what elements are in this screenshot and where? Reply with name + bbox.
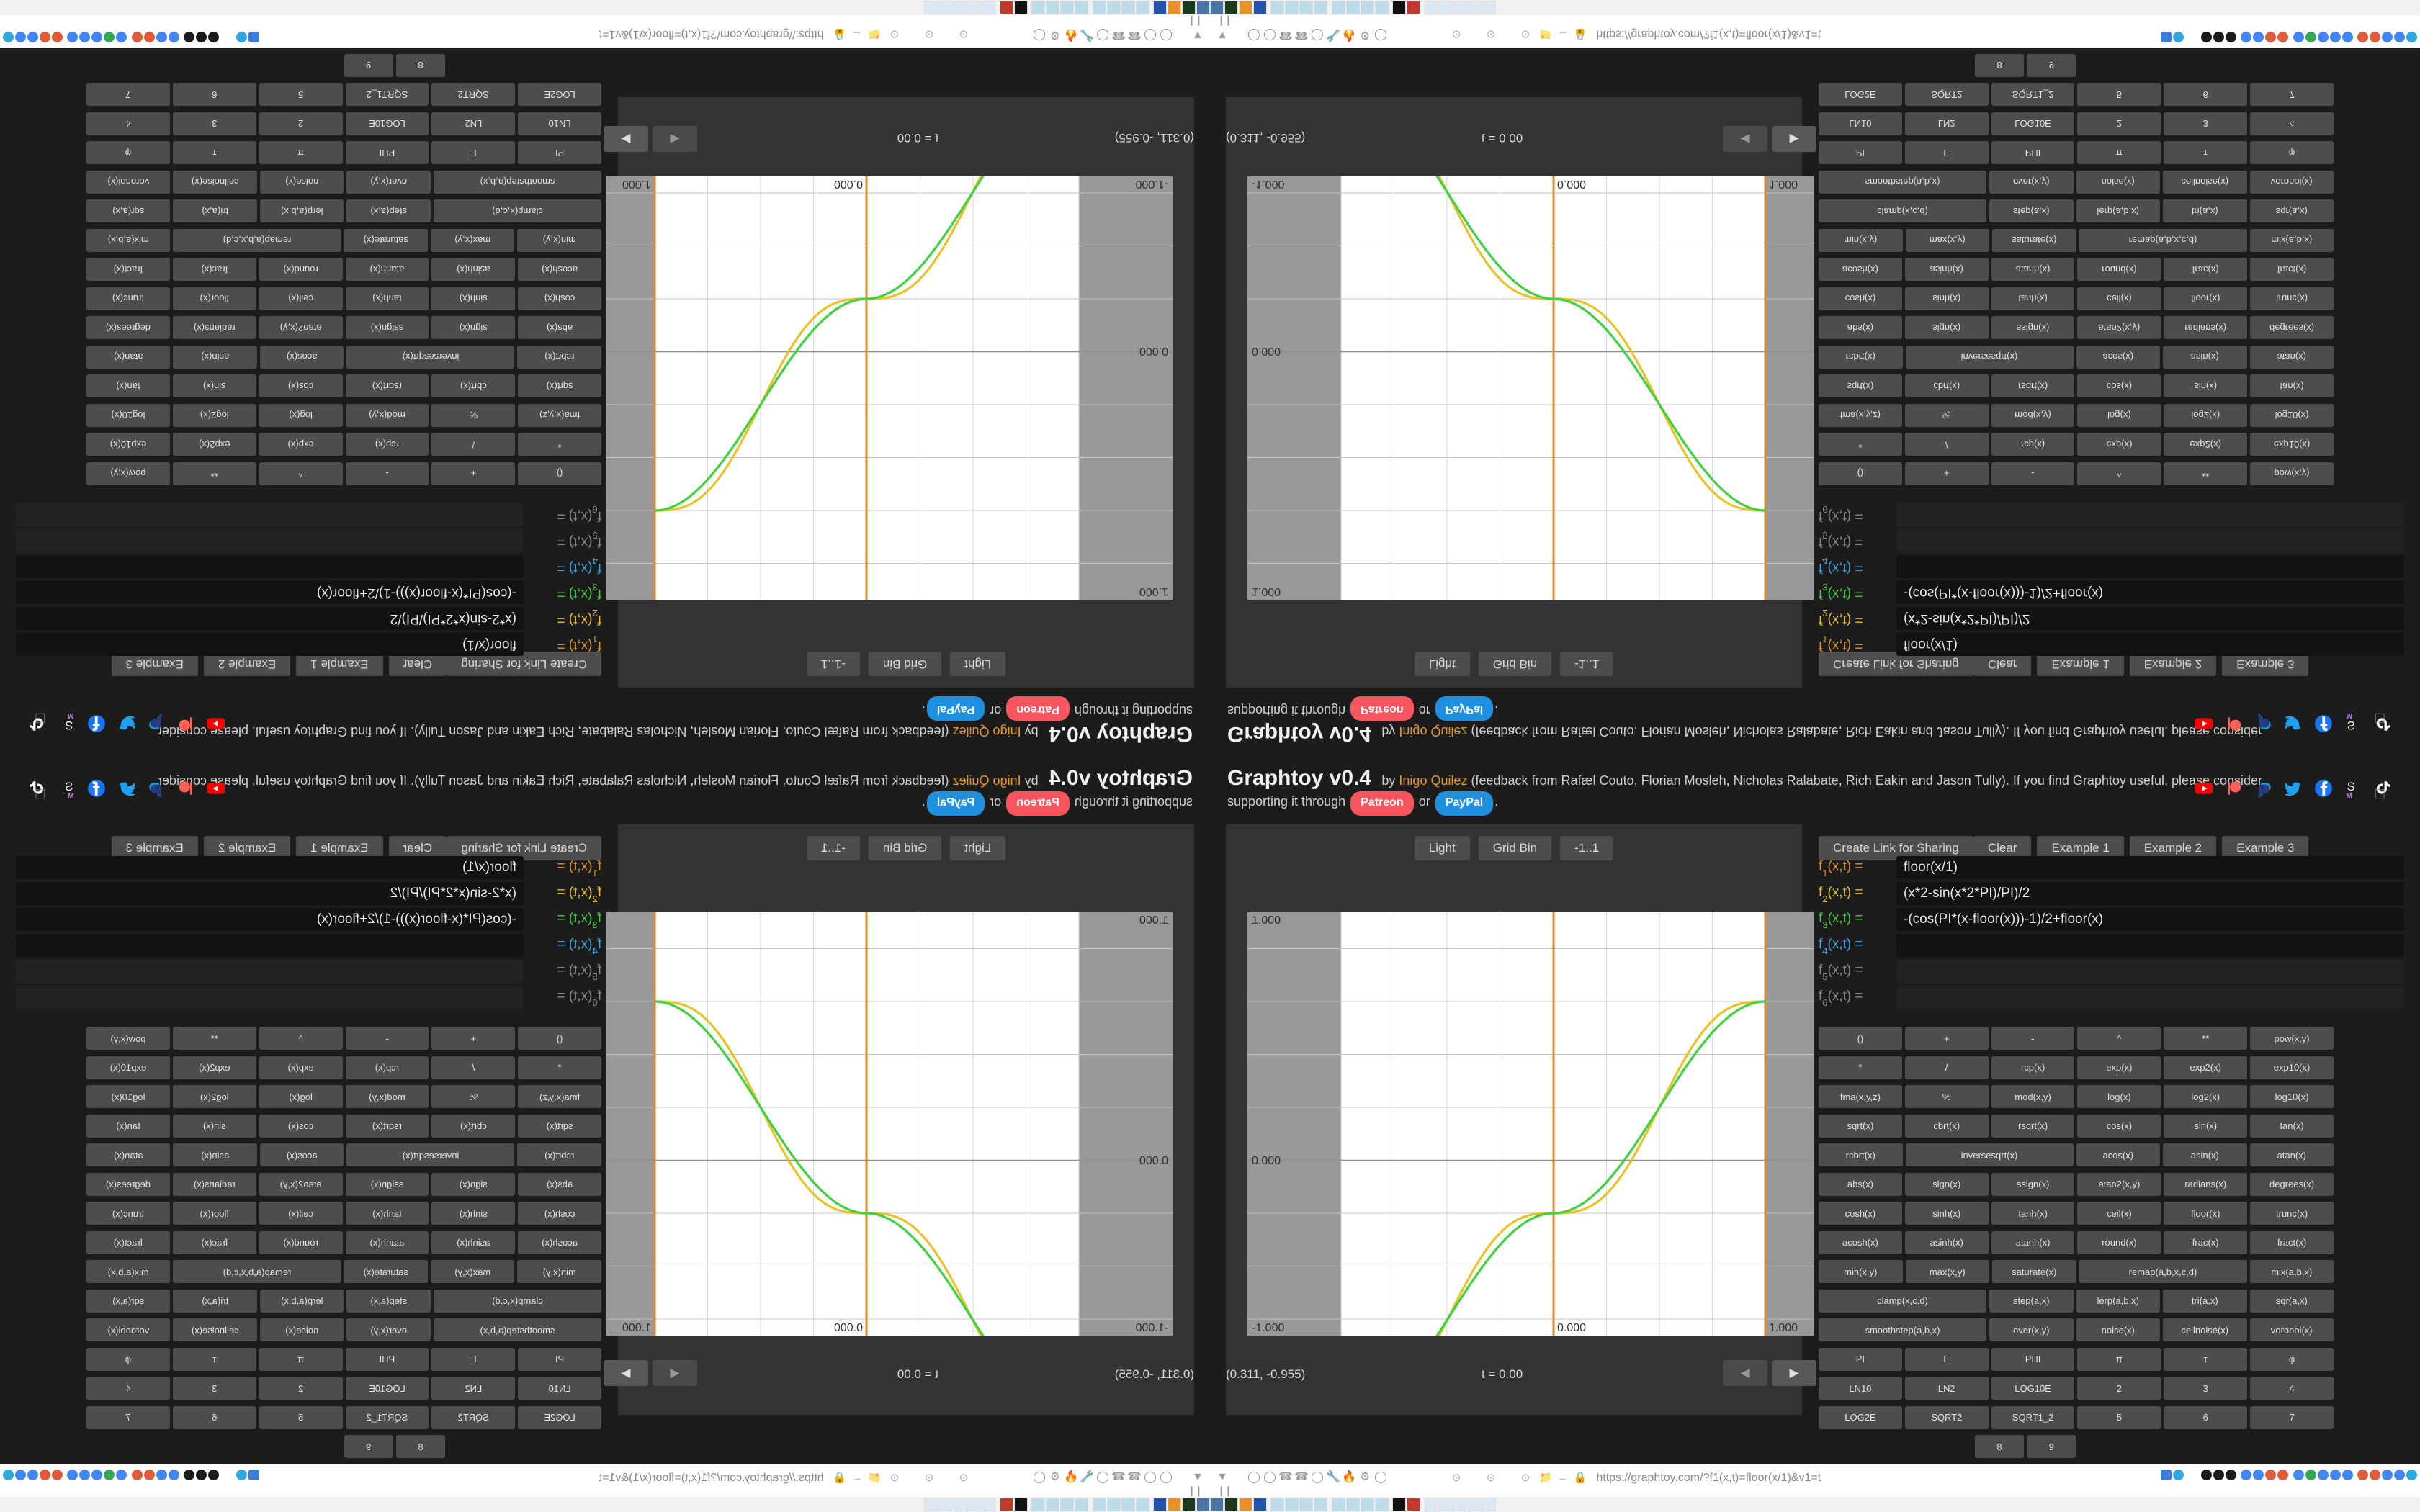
svg-text:0.000: 0.000 <box>834 1322 863 1334</box>
svg-text:0.000: 0.000 <box>1139 1155 1168 1167</box>
svg-text:M: M <box>2347 711 2353 720</box>
svg-text:0.000: 0.000 <box>834 178 863 190</box>
svg-text:1.000: 1.000 <box>622 1322 651 1334</box>
svg-text:M: M <box>2347 792 2353 801</box>
svg-text:1.000: 1.000 <box>1769 178 1798 190</box>
svg-text:M: M <box>67 711 73 720</box>
svg-text:-1.000: -1.000 <box>1136 1322 1168 1334</box>
svg-text:1.000: 1.000 <box>1252 585 1281 598</box>
svg-text:-1.000: -1.000 <box>1252 1322 1284 1334</box>
svg-text:1.000: 1.000 <box>1252 914 1281 927</box>
svg-text:M: M <box>67 792 73 801</box>
svg-text:0.000: 0.000 <box>1252 345 1281 357</box>
svg-text:-1.000: -1.000 <box>1252 178 1284 190</box>
svg-text:0.000: 0.000 <box>1557 178 1586 190</box>
svg-text:1.000: 1.000 <box>1139 914 1168 927</box>
svg-text:0.000: 0.000 <box>1252 1155 1281 1167</box>
svg-text:0.000: 0.000 <box>1139 345 1168 357</box>
svg-text:-1.000: -1.000 <box>1136 178 1168 190</box>
svg-text:0.000: 0.000 <box>1557 1322 1586 1334</box>
svg-text:1.000: 1.000 <box>622 178 651 190</box>
svg-text:1.000: 1.000 <box>1139 585 1168 598</box>
svg-text:1.000: 1.000 <box>1769 1322 1798 1334</box>
